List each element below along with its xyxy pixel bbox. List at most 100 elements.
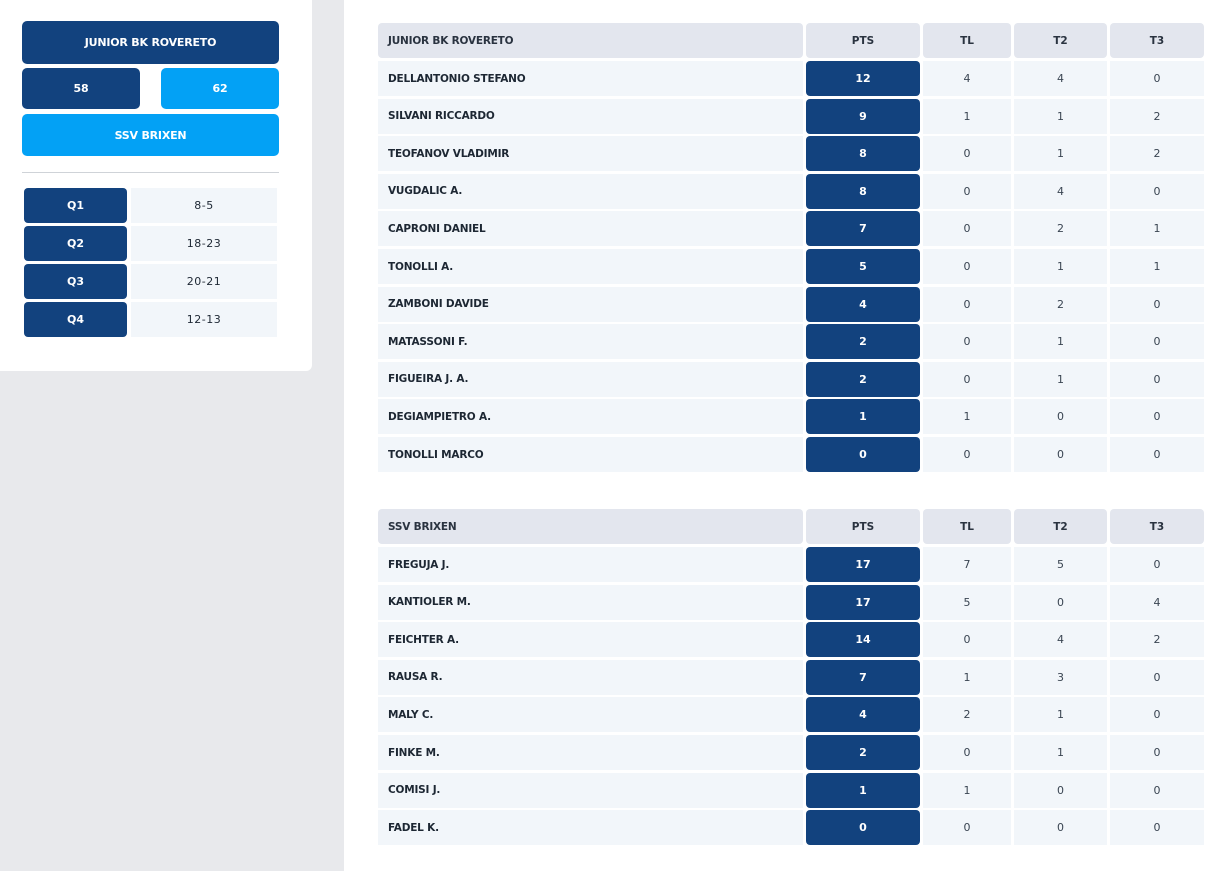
player-name: MALY C. bbox=[378, 697, 803, 733]
player-points: 1 bbox=[806, 399, 920, 435]
player-two-pointers: 1 bbox=[1014, 136, 1107, 172]
table-row: FIGUEIRA J. A. 2 0 1 0 bbox=[378, 361, 1204, 397]
player-free-throws: 0 bbox=[923, 173, 1011, 209]
player-free-throws: 1 bbox=[923, 399, 1011, 435]
player-name: SILVANI RICCARDO bbox=[378, 98, 803, 134]
table-row: DEGIAMPIETRO A. 1 1 0 0 bbox=[378, 399, 1204, 435]
player-two-pointers: 1 bbox=[1014, 249, 1107, 284]
player-points: 7 bbox=[806, 659, 920, 695]
team-name-header: SSV BRIXEN bbox=[378, 509, 803, 544]
player-three-pointers: 2 bbox=[1110, 622, 1204, 658]
player-three-pointers: 2 bbox=[1110, 98, 1204, 134]
team-name-header: JUNIOR BK ROVERETO bbox=[378, 23, 803, 58]
player-two-pointers: 4 bbox=[1014, 622, 1107, 658]
table-row: FADEL K. 0 0 0 0 bbox=[378, 810, 1204, 846]
tl-header: TL bbox=[923, 509, 1011, 544]
home-team-button[interactable]: JUNIOR BK ROVERETO bbox=[22, 21, 279, 64]
table-row: TONOLLI MARCO 0 0 0 0 bbox=[378, 437, 1204, 472]
player-two-pointers: 0 bbox=[1014, 810, 1107, 846]
table-row: TONOLLI A. 5 0 1 1 bbox=[378, 249, 1204, 284]
player-three-pointers: 0 bbox=[1110, 810, 1204, 846]
quarter-score: 18-23 bbox=[131, 226, 277, 261]
quarter-score: 12-13 bbox=[131, 302, 277, 337]
player-three-pointers: 0 bbox=[1110, 61, 1204, 96]
quarter-label: Q3 bbox=[24, 264, 127, 299]
quarter-score: 20-21 bbox=[131, 264, 277, 299]
player-three-pointers: 4 bbox=[1110, 584, 1204, 620]
table-row: MATASSONI F. 2 0 1 0 bbox=[378, 324, 1204, 360]
player-three-pointers: 2 bbox=[1110, 136, 1204, 172]
player-points: 17 bbox=[806, 547, 920, 582]
player-name: DELLANTONIO STEFANO bbox=[378, 61, 803, 96]
table-row: RAUSA R. 7 1 3 0 bbox=[378, 659, 1204, 695]
player-free-throws: 7 bbox=[923, 547, 1011, 582]
player-two-pointers: 0 bbox=[1014, 584, 1107, 620]
table-row: DELLANTONIO STEFANO 12 4 4 0 bbox=[378, 61, 1204, 96]
player-three-pointers: 0 bbox=[1110, 361, 1204, 397]
player-name: CAPRONI DANIEL bbox=[378, 211, 803, 247]
player-two-pointers: 3 bbox=[1014, 659, 1107, 695]
table-row: COMISI J. 1 1 0 0 bbox=[378, 772, 1204, 808]
player-two-pointers: 2 bbox=[1014, 286, 1107, 322]
player-free-throws: 1 bbox=[923, 659, 1011, 695]
player-free-throws: 0 bbox=[923, 211, 1011, 247]
player-free-throws: 0 bbox=[923, 136, 1011, 172]
player-points: 14 bbox=[806, 622, 920, 658]
player-points: 8 bbox=[806, 136, 920, 172]
player-free-throws: 1 bbox=[923, 98, 1011, 134]
player-free-throws: 0 bbox=[923, 324, 1011, 360]
player-free-throws: 0 bbox=[923, 286, 1011, 322]
player-three-pointers: 0 bbox=[1110, 659, 1204, 695]
player-name: DEGIAMPIETRO A. bbox=[378, 399, 803, 435]
player-free-throws: 0 bbox=[923, 622, 1011, 658]
player-three-pointers: 0 bbox=[1110, 772, 1204, 808]
player-points: 4 bbox=[806, 286, 920, 322]
player-two-pointers: 1 bbox=[1014, 697, 1107, 733]
player-two-pointers: 1 bbox=[1014, 361, 1107, 397]
player-three-pointers: 0 bbox=[1110, 399, 1204, 435]
player-free-throws: 5 bbox=[923, 584, 1011, 620]
player-points: 17 bbox=[806, 584, 920, 620]
player-name: FEICHTER A. bbox=[378, 622, 803, 658]
table-row: FEICHTER A. 14 0 4 2 bbox=[378, 622, 1204, 658]
pts-header: PTS bbox=[806, 23, 920, 58]
player-three-pointers: 0 bbox=[1110, 735, 1204, 770]
player-points: 0 bbox=[806, 810, 920, 846]
player-points: 7 bbox=[806, 211, 920, 247]
player-free-throws: 4 bbox=[923, 61, 1011, 96]
player-free-throws: 0 bbox=[923, 810, 1011, 846]
score-summary-panel: JUNIOR BK ROVERETO 58 62 SSV BRIXEN Q1 8… bbox=[0, 0, 312, 371]
tl-header: TL bbox=[923, 23, 1011, 58]
player-points: 2 bbox=[806, 361, 920, 397]
player-points: 12 bbox=[806, 61, 920, 96]
away-team-button[interactable]: SSV BRIXEN bbox=[22, 114, 279, 156]
away-score: 62 bbox=[161, 68, 279, 109]
player-three-pointers: 0 bbox=[1110, 437, 1204, 472]
player-free-throws: 0 bbox=[923, 735, 1011, 770]
player-name: KANTIOLER M. bbox=[378, 584, 803, 620]
player-three-pointers: 0 bbox=[1110, 547, 1204, 582]
table-row: VUGDALIC A. 8 0 4 0 bbox=[378, 173, 1204, 209]
player-three-pointers: 0 bbox=[1110, 324, 1204, 360]
player-name: MATASSONI F. bbox=[378, 324, 803, 360]
player-name: RAUSA R. bbox=[378, 659, 803, 695]
player-two-pointers: 4 bbox=[1014, 61, 1107, 96]
player-name: FINKE M. bbox=[378, 735, 803, 770]
pts-header: PTS bbox=[806, 509, 920, 544]
player-two-pointers: 4 bbox=[1014, 173, 1107, 209]
player-points: 2 bbox=[806, 324, 920, 360]
table-row: ZAMBONI DAVIDE 4 0 2 0 bbox=[378, 286, 1204, 322]
t3-header: T3 bbox=[1110, 23, 1204, 58]
player-points: 8 bbox=[806, 173, 920, 209]
player-name: VUGDALIC A. bbox=[378, 173, 803, 209]
player-two-pointers: 5 bbox=[1014, 547, 1107, 582]
player-name: TONOLLI A. bbox=[378, 249, 803, 284]
table-row: FINKE M. 2 0 1 0 bbox=[378, 735, 1204, 770]
player-two-pointers: 0 bbox=[1014, 772, 1107, 808]
player-two-pointers: 1 bbox=[1014, 98, 1107, 134]
player-name: FIGUEIRA J. A. bbox=[378, 361, 803, 397]
player-name: TEOFANOV VLADIMIR bbox=[378, 136, 803, 172]
player-name: FREGUJA J. bbox=[378, 547, 803, 582]
player-name: TONOLLI MARCO bbox=[378, 437, 803, 472]
divider bbox=[22, 172, 279, 173]
